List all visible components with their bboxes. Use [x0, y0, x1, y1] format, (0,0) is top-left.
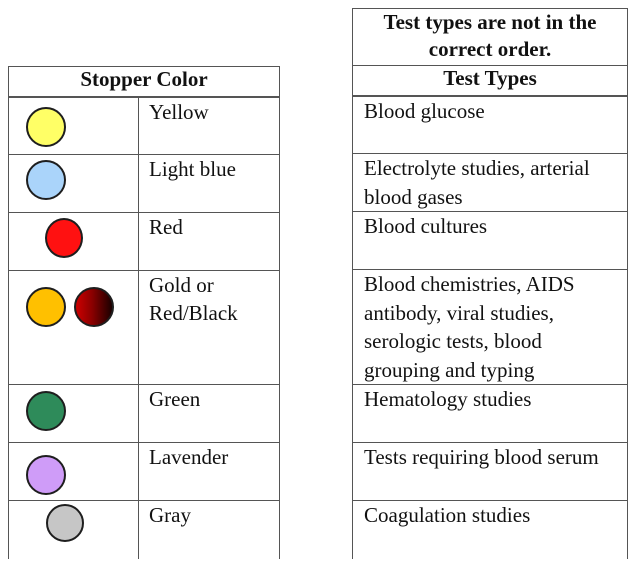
stopper-color-name: Red: [138, 212, 280, 271]
gold-stopper-icon: [26, 287, 66, 327]
test-type-cell: Coagulation studies: [352, 500, 628, 559]
stopper-color-name: Green: [138, 384, 280, 443]
test-type-cell: Electrolyte studies, arterial blood gase…: [352, 153, 628, 212]
stopper-color-name: Light blue: [138, 154, 280, 213]
red-stopper-icon: [45, 218, 83, 258]
stopper-color-name: Gray: [138, 500, 280, 559]
stopper-swatch-cell: [8, 442, 139, 501]
test-type-cell: Tests requiring blood serum: [352, 442, 628, 501]
stopper-color-name-line: Gold or: [149, 273, 214, 297]
yellow-stopper-icon: [26, 106, 66, 147]
test-type-cell: Blood cultures: [352, 211, 628, 270]
stopper-color-name: Gold or Red/Black: [138, 270, 280, 385]
order-note: Test types are not in the correct order.: [352, 8, 628, 66]
test-type-cell: Blood glucose: [352, 95, 628, 154]
stopper-swatch-cell: [8, 154, 139, 213]
stopper-swatch-cell: [8, 384, 139, 443]
stopper-color-name: Yellow: [138, 96, 280, 155]
test-type-cell: Blood chemistries, AIDS antibody, viral …: [352, 269, 628, 385]
stopper-color-name-line: Red/Black: [149, 301, 238, 325]
gray-stopper-icon: [46, 504, 84, 542]
stopper-swatch-cell: [8, 212, 139, 271]
stopper-color-table: Stopper Color Yellow Light blue Red Gold…: [8, 66, 280, 559]
light-blue-stopper-icon: [26, 160, 66, 200]
test-type-cell: Hematology studies: [352, 384, 628, 443]
stopper-swatch-cell: [8, 96, 139, 155]
stopper-color-header: Stopper Color: [8, 66, 280, 98]
test-types-table: Test types are not in the correct order.…: [352, 8, 628, 559]
test-types-header: Test Types: [352, 65, 628, 97]
stopper-swatch-cell: [8, 500, 139, 559]
red-black-stopper-icon: [74, 287, 114, 327]
green-stopper-icon: [26, 391, 66, 431]
stopper-color-name: Lavender: [138, 442, 280, 501]
lavender-stopper-icon: [26, 455, 66, 495]
stopper-swatch-cell: [8, 270, 139, 385]
